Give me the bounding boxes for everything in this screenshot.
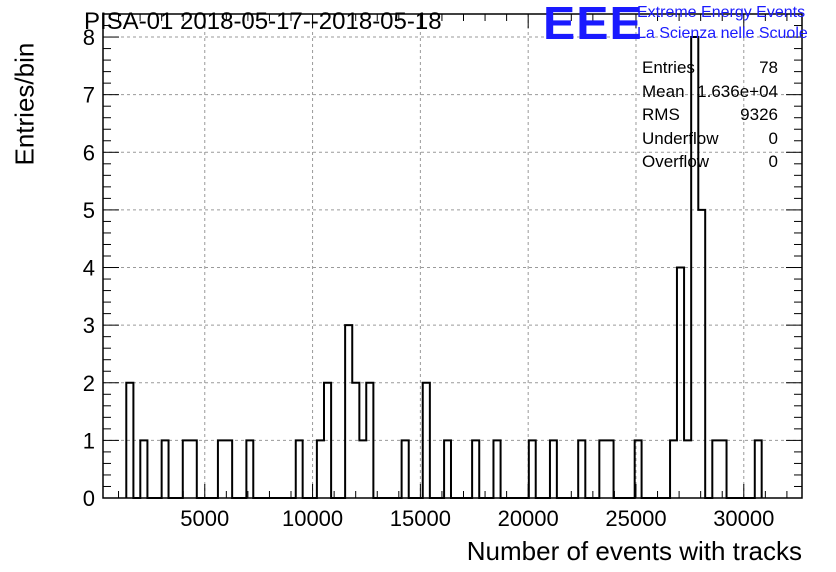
grid-lines [103,14,802,498]
histogram-bin [493,440,500,498]
y-tick-label: 4 [83,256,95,281]
stats-row-underflow: Underflow 0 [642,129,782,153]
histogram-bin [550,440,557,498]
histogram-bin [444,440,451,498]
stats-value: 0 [768,152,778,171]
x-tick-label: 5000 [180,506,229,531]
logo-line-1: Extreme Energy Events [637,4,806,21]
stats-row-mean: Mean 1.636e+04 [642,82,782,106]
tick-marks [103,13,802,499]
histogram-bin [225,440,232,498]
stats-value: 78 [759,58,778,77]
stats-value: 9326 [740,105,778,124]
y-tick-label: 0 [83,486,95,511]
histogram-bin [670,440,677,498]
stats-row-rms: RMS 9326 [642,105,782,129]
histogram-bin [359,440,366,498]
histogram-bin [345,325,352,498]
histogram-bin [712,440,719,498]
stats-box: Entries 78 Mean 1.636e+04 RMS 9326 Under… [642,58,782,176]
y-tick-label: 6 [83,140,95,165]
histogram-bin [599,440,606,498]
histogram-bin [402,440,409,498]
stats-label: RMS [642,105,680,124]
histogram-bin [606,440,613,498]
logo-line-2: La Scienza nelle Scuole [637,25,808,42]
y-axis-label: Entries/bin [9,42,40,166]
x-tick-label: 10000 [282,506,343,531]
stats-label: Underflow [642,128,719,148]
histogram-bin [698,210,705,498]
y-tick-label: 1 [83,428,95,453]
stats-value: 1.636e+04 [697,81,778,101]
stats-row-entries: Entries 78 [642,58,782,82]
histogram-bin [684,440,691,498]
y-tick-label: 7 [83,83,95,108]
stats-label: Overflow [642,152,710,171]
x-axis-label: Number of events with tracks [466,536,802,566]
x-tick-label: 30000 [713,506,774,531]
histogram-bin [578,440,585,498]
histogram-bin [190,440,197,498]
plot-title: PISA-01 2018-05-17--2018-05-18 [84,8,442,35]
histogram-bin [755,440,762,498]
logo-letters: EEE [543,0,643,49]
histogram-bin [529,440,536,498]
stats-value: 0 [768,128,778,148]
stats-label: Mean [642,81,685,101]
y-tick-label: 8 [83,25,95,50]
histogram-bin [140,440,147,498]
histogram-bin [296,440,303,498]
stats-label: Entries [642,58,695,77]
y-tick-label: 5 [83,198,95,223]
histogram-bin [472,440,479,498]
histogram-bin [162,440,169,498]
histogram-bin [317,440,324,498]
x-tick-label: 20000 [498,506,559,531]
histogram-bin [719,440,726,498]
histogram-bin [246,440,253,498]
histogram-bin [183,440,190,498]
y-tick-label: 2 [83,371,95,396]
y-tick-label: 3 [83,313,95,338]
histogram-bin [218,440,225,498]
x-tick-label: 15000 [390,506,451,531]
stats-row-overflow: Overflow 0 [642,152,782,176]
x-tick-label: 25000 [605,506,666,531]
